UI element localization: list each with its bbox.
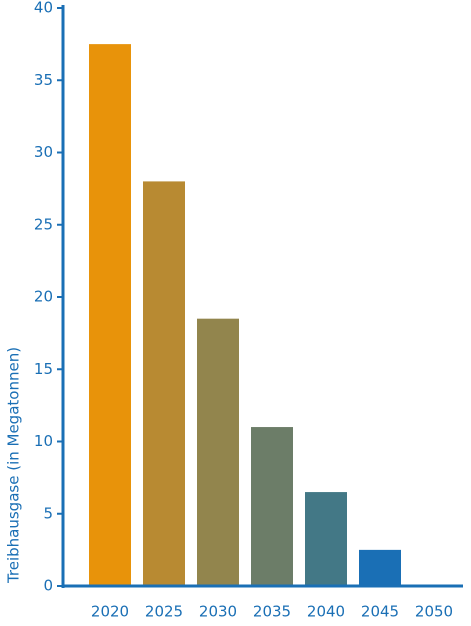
x-tick-label: 2045 — [361, 603, 399, 621]
bar — [305, 492, 347, 586]
x-tick-label: 2050 — [415, 603, 453, 621]
y-tick-label: 5 — [43, 504, 53, 522]
y-tick-label: 35 — [34, 71, 53, 89]
bar — [359, 549, 401, 586]
x-tick-label: 2035 — [253, 603, 291, 621]
y-tick-label: 15 — [34, 360, 53, 378]
bar — [89, 44, 131, 586]
y-tick-label: 25 — [34, 215, 53, 233]
y-tick-label: 40 — [34, 0, 53, 17]
x-tick-label: 2030 — [199, 603, 237, 621]
x-tick-label: 2040 — [307, 603, 345, 621]
y-tick-label: 10 — [34, 432, 53, 450]
y-tick-label: 20 — [34, 288, 53, 306]
bar — [197, 318, 239, 586]
x-tick-label: 2025 — [145, 603, 183, 621]
bar — [251, 427, 293, 586]
bar — [143, 181, 185, 586]
y-tick-label: 0 — [43, 577, 53, 595]
x-tick-label: 2020 — [91, 603, 129, 621]
y-axis-label: Treibhausgase (in Megatonnen) — [5, 347, 23, 584]
y-tick-label: 30 — [34, 143, 53, 161]
